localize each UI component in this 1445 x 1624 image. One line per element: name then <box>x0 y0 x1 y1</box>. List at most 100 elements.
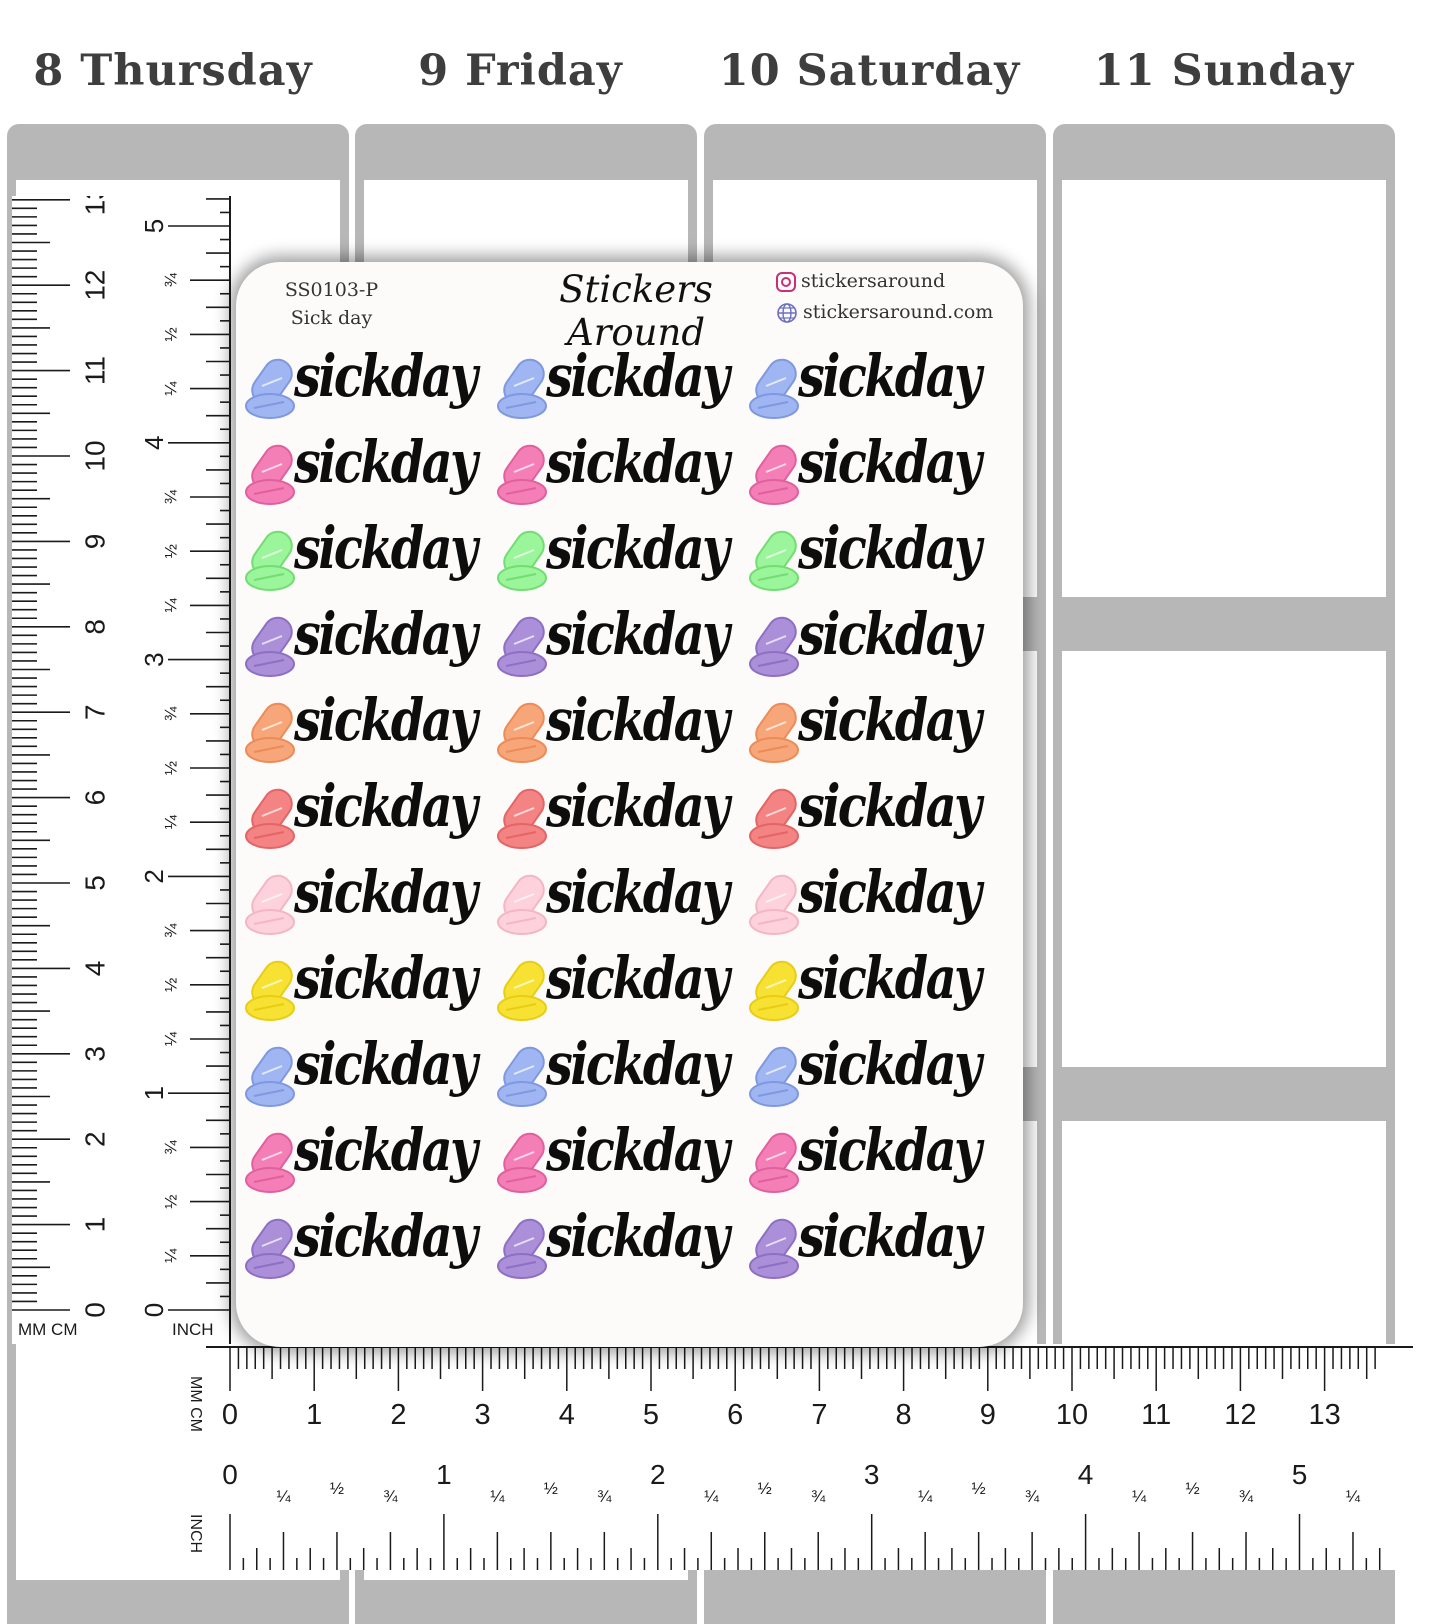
pill-icon <box>497 530 547 591</box>
pill-icon <box>749 358 799 419</box>
ruler-unit-inch-h: INCH <box>187 1514 204 1554</box>
pill-icon <box>749 1132 799 1193</box>
pill-icon <box>749 874 799 935</box>
fraction-label: ¾ <box>383 1487 398 1506</box>
pill-icon <box>245 1218 295 1279</box>
inch-label: 3 <box>139 652 169 666</box>
inch-label: 5 <box>139 219 169 233</box>
sickday-sticker: sickday <box>488 600 748 692</box>
pill-icon <box>245 530 295 591</box>
instagram-handle[interactable]: stickersaround <box>801 270 946 292</box>
sticker-sheet: SS0103-P Sick day Stickers Around sticke… <box>236 262 1023 1347</box>
sickday-text: sickday <box>294 428 478 496</box>
inch-label: 0 <box>222 1459 238 1490</box>
fraction-label: ½ <box>758 1479 772 1498</box>
fraction-label: ½ <box>161 761 180 775</box>
fraction-label: ½ <box>972 1479 986 1498</box>
day-header-saturday: 10 Saturday <box>718 46 1021 96</box>
cm-label: 7 <box>811 1399 827 1431</box>
fraction-label: ¾ <box>1025 1487 1040 1506</box>
pill-icon <box>497 1218 547 1279</box>
fraction-label: ¾ <box>161 923 180 938</box>
sickday-sticker: sickday <box>236 1202 496 1294</box>
sickday-text: sickday <box>798 1030 982 1098</box>
sickday-sticker: sickday <box>488 514 748 606</box>
cm-label: 12 <box>1224 1399 1256 1431</box>
inch-label: 0 <box>139 1303 169 1317</box>
fraction-label: ¼ <box>161 381 180 396</box>
cm-label: 0 <box>222 1399 238 1431</box>
sickday-text: sickday <box>798 772 982 840</box>
pill-icon <box>245 358 295 419</box>
cm-label: 3 <box>475 1399 491 1431</box>
instagram-row: stickersaround <box>776 266 1012 297</box>
sickday-text: sickday <box>294 944 478 1012</box>
sickday-sticker: sickday <box>488 1116 748 1208</box>
pill-icon <box>245 1046 295 1107</box>
sickday-text: sickday <box>798 1116 982 1184</box>
website-url[interactable]: stickersaround.com <box>803 301 994 323</box>
pill-icon <box>749 1046 799 1107</box>
horizontal-ruler-scale: 0 1 2 3 4 5 6 7 8 9 10 11 12 13 0 1 2 3 4 5¼ ½ ¾ ¼ ½ ¾ ¼ ½ ¾ ¼ ½ ¾ ¼ ½ ¾… <box>206 1346 1413 1570</box>
sickday-sticker: sickday <box>740 858 1000 950</box>
fraction-label: ½ <box>330 1479 344 1498</box>
sickday-sticker: sickday <box>488 944 748 1036</box>
fraction-label: ¼ <box>161 1248 180 1263</box>
sickday-sticker: sickday <box>488 858 748 950</box>
sickday-sticker: sickday <box>236 1116 496 1208</box>
fraction-label: ¼ <box>161 1031 180 1046</box>
sickday-text: sickday <box>294 600 478 668</box>
cm-labels: 0 1 2 3 4 5 6 7 8 9 10 11 12 13 <box>222 1399 1341 1431</box>
sickday-text: sickday <box>294 1030 478 1098</box>
sickday-text: sickday <box>798 686 982 754</box>
ruler-unit-mm-cm: MM CM <box>18 1320 78 1339</box>
brand-name: Stickers Around <box>559 268 713 354</box>
cm-label: 7 <box>79 704 110 720</box>
pill-icon <box>245 444 295 505</box>
sickday-text: sickday <box>546 1202 730 1270</box>
fraction-label: ½ <box>161 978 180 992</box>
sickday-sticker: sickday <box>740 1116 1000 1208</box>
day-header-sunday: 11 Sunday <box>1093 46 1355 96</box>
sickday-sticker: sickday <box>488 686 748 778</box>
sickday-sticker: sickday <box>488 342 748 434</box>
pill-icon <box>749 530 799 591</box>
fraction-label: ½ <box>544 1479 558 1498</box>
sickday-sticker: sickday <box>488 1030 748 1122</box>
sickday-sticker: sickday <box>236 1030 496 1122</box>
cm-label: 5 <box>643 1399 659 1431</box>
inch-label: 5 <box>1292 1459 1308 1490</box>
cm-label: 9 <box>980 1399 996 1431</box>
fraction-label: ¼ <box>490 1487 505 1506</box>
cm-label: 10 <box>79 440 110 471</box>
inch-label: 2 <box>650 1459 666 1490</box>
pill-icon <box>497 616 547 677</box>
day-header-thursday: 8 Thursday <box>33 46 313 96</box>
fraction-label: ¼ <box>161 814 180 829</box>
pill-icon <box>497 1046 547 1107</box>
fraction-label: ¾ <box>811 1487 826 1506</box>
sickday-text: sickday <box>294 686 478 754</box>
sickday-text: sickday <box>546 600 730 668</box>
fraction-label: ½ <box>161 327 180 341</box>
pill-icon <box>245 874 295 935</box>
sickday-sticker: sickday <box>236 858 496 950</box>
day-header-friday: 9 Friday <box>418 46 623 96</box>
sickday-sticker: sickday <box>236 944 496 1036</box>
sickday-sticker: sickday <box>740 772 1000 864</box>
inch-labels: 5 4 3 2 1 0 ¼ ½ ¾ ¼ ½ ¾ ¼ ½ ¾ ¼ ½ ¾ ¼ ½ ¾ <box>139 219 181 1317</box>
sickday-text: sickday <box>546 514 730 582</box>
fraction-label: ¼ <box>1346 1487 1361 1506</box>
sheet-code: SS0103-P <box>284 279 379 301</box>
cm-label: 4 <box>79 961 110 977</box>
pill-icon <box>497 444 547 505</box>
sickday-text: sickday <box>546 944 730 1012</box>
sickday-sticker: sickday <box>740 428 1000 520</box>
sickday-text: sickday <box>798 600 982 668</box>
fraction-label: ¾ <box>597 1487 612 1506</box>
sickday-sticker: sickday <box>740 686 1000 778</box>
sickday-sticker: sickday <box>236 514 496 606</box>
ruler-unit-mm-cm-h: MM CM <box>187 1376 204 1432</box>
